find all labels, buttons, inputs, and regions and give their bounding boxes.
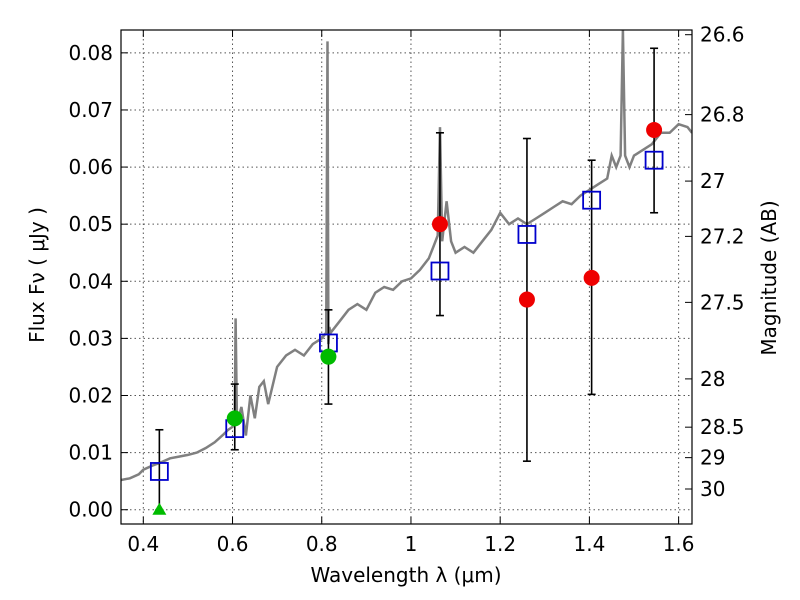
- y-tick-label: 0.05: [68, 212, 113, 236]
- y2-tick-label: 27.2: [700, 224, 745, 248]
- y2-tick-label: 29: [700, 446, 725, 470]
- x-tick-label: 1.6: [663, 532, 695, 556]
- curve-layer: [121, 30, 692, 482]
- y-tick-label: 0.06: [68, 155, 113, 179]
- measured-point: [226, 410, 243, 427]
- measured-point: [431, 216, 448, 233]
- upper-limit-triangle: [152, 502, 167, 515]
- sed-model-curve: [121, 30, 692, 482]
- model-point-square: [644, 150, 664, 170]
- y-tick-label: 0.07: [68, 98, 113, 122]
- measured-point: [320, 348, 337, 365]
- frame-layer: [120, 29, 693, 525]
- model-point-square: [582, 190, 602, 210]
- y2-tick-label: 27: [700, 169, 725, 193]
- measured-point: [583, 269, 600, 286]
- x-tick-label: 1.2: [484, 532, 516, 556]
- x-axis-title: Wavelength λ (μm): [310, 563, 501, 587]
- x-tick-label: 0.8: [306, 532, 338, 556]
- y2-axis-title: Magnitude (AB): [757, 200, 781, 355]
- x-tick-label: 0.6: [217, 532, 249, 556]
- y-tick-label: 0.04: [68, 269, 113, 293]
- model-point-square: [149, 462, 169, 481]
- grid-layer: [121, 30, 692, 524]
- y-tick-label: 0.03: [68, 326, 113, 350]
- x-tick-label: 1.4: [573, 532, 605, 556]
- x-tick-label: 0.4: [127, 532, 159, 556]
- y-axis-title: Flux Fν ( μJy ): [25, 207, 49, 343]
- marker-layer: [149, 121, 664, 515]
- y-tick-label: 0.01: [68, 441, 113, 465]
- y2-tick-label: 27.5: [700, 290, 745, 314]
- measured-point: [646, 121, 663, 138]
- x-tick-label: 1: [405, 532, 418, 556]
- y2-tick-label: 28: [700, 367, 725, 391]
- y2-tick-label: 30: [700, 477, 725, 501]
- y-tick-label: 0.02: [68, 384, 113, 408]
- tick-layer: 0.4 0.6 0.8 1 1.2 1.4 1.6 0.00 0.01 0.02 0.03 0.04 0…: [68, 23, 744, 556]
- y-tick-label: 0.08: [68, 41, 113, 65]
- y2-tick-label: 28.5: [700, 415, 745, 439]
- model-point-square: [430, 261, 450, 281]
- measured-point: [518, 291, 535, 308]
- y2-tick-label: 26.8: [700, 103, 745, 127]
- model-point-square: [517, 225, 537, 244]
- y2-tick-label: 26.6: [700, 23, 745, 47]
- y-tick-label: 0.00: [68, 498, 113, 522]
- plot-frame: [120, 29, 693, 525]
